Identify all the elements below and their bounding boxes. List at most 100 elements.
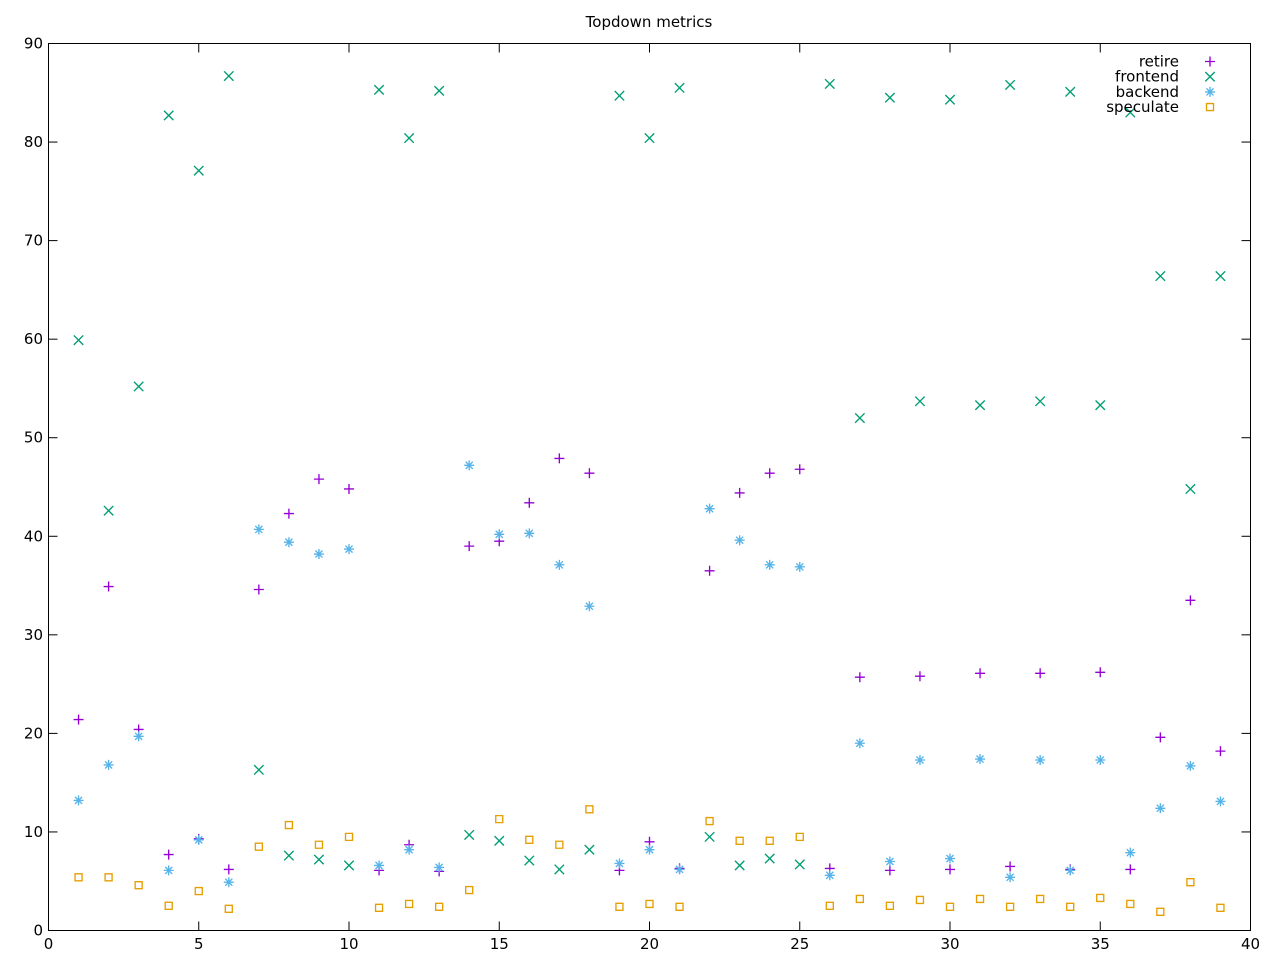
backend-point (283, 537, 294, 548)
speculate-point (795, 832, 804, 842)
backend-point (374, 860, 385, 871)
backend-point (554, 559, 565, 570)
retire-point (734, 487, 745, 498)
frontend-point (584, 844, 595, 855)
speculate-point (374, 903, 384, 913)
frontend-point (464, 829, 475, 841)
retire-point (764, 468, 775, 479)
backend-point (494, 529, 505, 540)
speculate-point (1096, 893, 1105, 903)
backend-point (103, 759, 114, 770)
y-tick-label: 60 (24, 330, 43, 348)
retire-point (1125, 864, 1136, 875)
frontend-point (494, 835, 505, 846)
retire-point (884, 865, 895, 876)
frontend-point (794, 859, 805, 870)
backend-point (1035, 754, 1046, 765)
frontend-point (403, 132, 415, 144)
backend-point (1185, 760, 1196, 771)
backend-point (1065, 865, 1076, 876)
frontend-point (1155, 270, 1166, 282)
frontend-point (1065, 86, 1076, 97)
backend-point (674, 864, 685, 875)
x-tick-label: 35 (1091, 935, 1110, 953)
backend-point (1125, 847, 1136, 858)
speculate-point (495, 814, 504, 824)
speculate-point (254, 842, 264, 851)
speculate-point (1216, 903, 1225, 913)
y-tick-label: 0 (33, 922, 43, 940)
legend-marker-speculate (1205, 102, 1215, 112)
frontend-point (914, 396, 926, 407)
speculate-point (164, 901, 173, 911)
x-tick-label: 25 (790, 935, 809, 953)
legend-label-speculate: speculate (1106, 98, 1179, 116)
frontend-point (614, 90, 625, 101)
speculate-point (525, 835, 534, 845)
backend-point (193, 834, 204, 845)
speculate-point (194, 886, 203, 896)
backend-point (884, 856, 895, 867)
frontend-point (313, 854, 325, 865)
speculate-point (134, 880, 143, 890)
frontend-point (1034, 396, 1046, 407)
retire-point (1095, 667, 1106, 678)
backend-point (313, 549, 324, 560)
backend-point (824, 870, 835, 881)
speculate-point (465, 885, 474, 895)
legend-label-retire: retire (1139, 53, 1179, 71)
backend-point (644, 844, 655, 855)
frontend-point (1125, 107, 1136, 118)
axes-layer: 0 5 10 15 20 25 30 35 40 0 10 20 30 40 50 60 70 80 90 (24, 35, 1260, 954)
speculate-point (434, 902, 444, 912)
speculate-point (915, 895, 925, 905)
frontend-point (854, 412, 866, 424)
speculate-point (224, 904, 233, 913)
retire-point (464, 541, 475, 552)
legend-item-retire: retire (1139, 53, 1215, 71)
legend-label-backend: backend (1116, 83, 1179, 101)
speculate-point (314, 840, 324, 849)
speculate-point (765, 836, 774, 845)
series-retire (73, 453, 1226, 877)
backend-point (344, 544, 354, 555)
speculate-point (1035, 894, 1045, 904)
y-tick-label: 90 (24, 35, 43, 53)
retire-point (854, 672, 865, 683)
retire-point (313, 474, 324, 485)
y-tick-label: 20 (24, 724, 43, 742)
frontend-point (223, 70, 234, 82)
retire-point (73, 714, 84, 725)
speculate-point (585, 805, 594, 814)
speculate-point (404, 899, 414, 909)
x-tick-label: 0 (44, 935, 54, 953)
frontend-point (1095, 400, 1106, 411)
frontend-point (433, 85, 445, 96)
legend-marker-retire (1205, 56, 1215, 67)
backend-point (584, 601, 595, 612)
series-frontend (73, 70, 1226, 875)
backend-point (434, 862, 445, 873)
backend-point (914, 754, 925, 765)
retire-point (223, 864, 234, 875)
y-tick-label: 80 (24, 133, 43, 151)
retire-point (283, 508, 294, 519)
y-tick-label: 50 (24, 429, 43, 447)
speculate-point (705, 816, 714, 826)
backend-point (975, 754, 986, 765)
legend-marker-frontend (1204, 71, 1216, 82)
speculate-point (645, 899, 654, 909)
backend-point (1155, 803, 1166, 814)
backend-point (1215, 796, 1226, 807)
legend-item-speculate: speculate (1106, 98, 1215, 116)
backend-point (163, 865, 174, 876)
retire-point (1185, 595, 1196, 606)
backend-point (854, 738, 865, 749)
frontend-point (824, 78, 835, 90)
retire-point (253, 584, 264, 595)
frontend-point (73, 334, 84, 346)
series-speculate (74, 805, 1225, 916)
y-tick-label: 70 (24, 232, 43, 250)
y-tick-label: 30 (24, 626, 43, 644)
